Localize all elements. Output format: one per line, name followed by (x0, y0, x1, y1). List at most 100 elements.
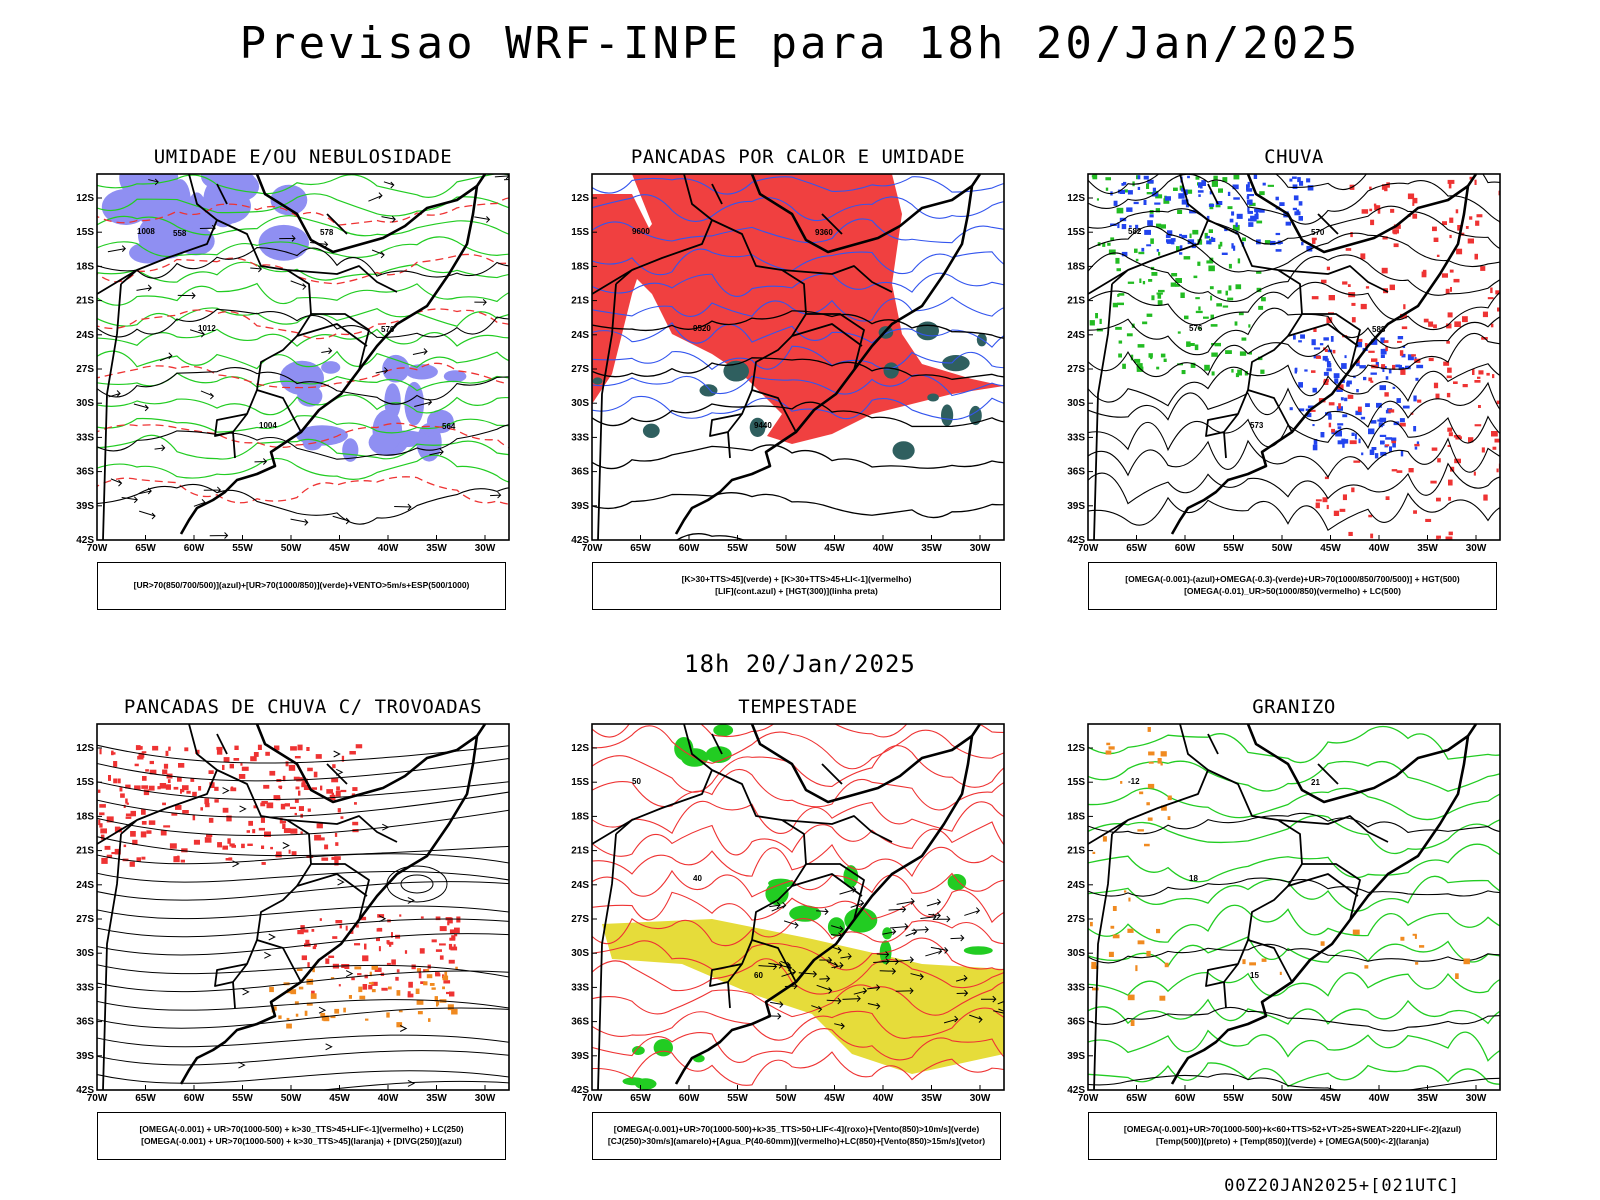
map-frame (96, 723, 510, 1091)
rain-area (1448, 531, 1453, 536)
hail-area (1128, 897, 1131, 902)
rain-area (1478, 370, 1484, 375)
rain-area (1331, 428, 1335, 433)
wind-vector (474, 216, 491, 223)
rain-area (1423, 318, 1429, 323)
thunderstorm-area (395, 976, 399, 981)
rain-area (1256, 220, 1263, 224)
thunderstorm-area (290, 828, 298, 834)
hail-area (1137, 940, 1145, 945)
height-contour (1088, 437, 1500, 479)
rain-area (1124, 189, 1128, 193)
lat-tick-label: 30S (1067, 398, 1085, 409)
instability-area (723, 360, 749, 382)
thunderstorm-area (334, 856, 341, 860)
rain-area (1397, 336, 1404, 340)
hail-area (1352, 929, 1360, 935)
rain-area (1210, 237, 1216, 242)
rain-area (1486, 372, 1490, 376)
streamline-arrow (337, 878, 345, 886)
rain-area (1134, 248, 1138, 253)
rain-area (1416, 364, 1424, 369)
rain-area (1447, 179, 1455, 184)
rain-area (1403, 304, 1406, 310)
valid-time-title: 18h 20/Jan/2025 (684, 650, 916, 678)
height-contour (1088, 332, 1500, 377)
thunderstorm-area (288, 764, 296, 771)
lon-tick-label: 55W (1223, 543, 1244, 554)
contour-label: 9600 (632, 227, 650, 236)
rain-area (1118, 293, 1125, 296)
thunderstorm-area (320, 785, 323, 791)
map-frame (1087, 173, 1501, 541)
thunderstorm-area (419, 948, 425, 954)
thunderstorm-area (404, 950, 408, 954)
thunderstorm-area (195, 840, 199, 845)
hail-area (1135, 965, 1138, 972)
rain-area (1385, 409, 1391, 414)
lat-tick-label: 27S (571, 914, 589, 925)
humidity-area (405, 364, 438, 380)
precipitable-water-contour (592, 889, 1004, 924)
lat-tick-label: 12S (1067, 743, 1085, 754)
thunderstorm-area (354, 966, 362, 970)
streamline-arrow (232, 860, 240, 868)
rain-area (1462, 316, 1468, 323)
rain-area (1181, 199, 1189, 205)
thickness-contour (97, 476, 509, 505)
rain-area (1279, 202, 1285, 206)
rain-area (1181, 188, 1184, 192)
streamline-arrow (282, 842, 290, 849)
rain-area (1348, 531, 1353, 536)
streamline (97, 918, 509, 938)
temperature-850-contour (1088, 998, 1500, 1025)
thunderstorm-area (431, 987, 436, 990)
rain-area (1414, 446, 1418, 450)
thunderstorm-area (125, 798, 128, 804)
wind-vector (997, 1000, 1004, 1005)
rain-area (1142, 281, 1146, 285)
rain-area (1096, 198, 1099, 201)
rain-area (1349, 440, 1357, 445)
rain-area (1388, 369, 1392, 374)
thunderstorm-area (253, 805, 258, 809)
rain-area (1454, 321, 1461, 327)
thunderstorm-area (313, 771, 318, 778)
rain-area (1356, 341, 1363, 348)
height-contour (1088, 205, 1500, 249)
wind-vector (209, 532, 229, 539)
rain-area (1190, 362, 1196, 368)
rain-area (1361, 452, 1364, 456)
thunderstorm-area (376, 937, 380, 942)
wind-vector (905, 928, 918, 937)
rain-area (1449, 269, 1454, 273)
rain-area (1148, 353, 1153, 358)
hail-area (1414, 934, 1417, 939)
thunderstorm-area (294, 1001, 299, 1005)
rain-area (1379, 417, 1387, 423)
thunderstorm-area (336, 786, 340, 791)
thunderstorm-area (98, 819, 101, 826)
lon-tick-label: 45W (824, 543, 845, 554)
main-title: Previsao WRF-INPE para 18h 20/Jan/2025 (239, 18, 1361, 69)
thunderstorm-area (162, 769, 168, 775)
rain-area (1259, 191, 1265, 196)
thickness-contour (97, 253, 509, 285)
rain-area (1215, 201, 1223, 205)
rain-area (1392, 386, 1396, 389)
rain-area (1186, 189, 1193, 194)
thunderstorm-area (370, 982, 374, 985)
thunderstorm-area (368, 984, 373, 990)
map-frame (96, 173, 510, 541)
rain-area (1328, 402, 1335, 406)
rain-area (1127, 281, 1135, 284)
rain-area (1301, 241, 1304, 246)
thunderstorm-area (114, 848, 121, 855)
geopotential-contour (592, 444, 1004, 470)
lat-tick-label: 24S (1067, 330, 1085, 341)
rain-area (1341, 363, 1347, 369)
rain-area (1481, 447, 1485, 453)
panel-title: PANCADAS DE CHUVA C/ TROVOADAS (123, 696, 483, 718)
thunderstorm-area (135, 745, 141, 751)
rain-area (1311, 370, 1316, 373)
